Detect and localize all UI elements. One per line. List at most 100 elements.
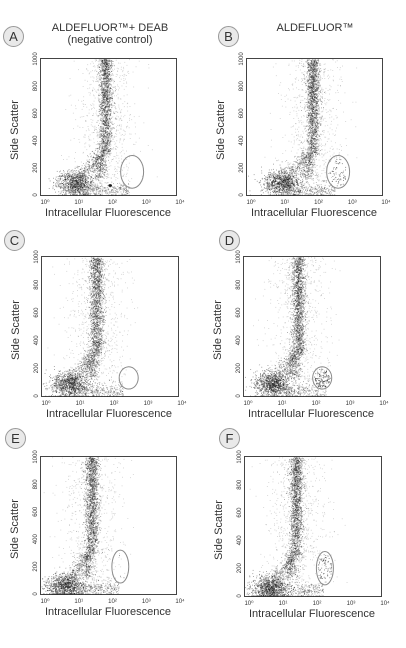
y-tick-label: 400 <box>34 335 40 346</box>
y-tick-label: 1000 <box>33 52 39 66</box>
plot-frame-b: 10⁰ 10¹ 10² 10³ 10⁴ 0 200 400 600 800 1000 <box>239 52 391 206</box>
y-tick-label: 400 <box>33 135 39 146</box>
y-axis-title: Side Scatter <box>9 100 21 160</box>
y-tick-label: 0 <box>237 594 243 598</box>
panel-letter-e: E <box>5 428 26 449</box>
gate-ellipse <box>315 551 334 586</box>
x-tick-label: 10⁰ <box>40 598 50 605</box>
x-tick-label: 10¹ <box>278 401 287 407</box>
x-axis-title: Intracellular Fluorescence <box>45 207 171 219</box>
scatter-plot-e: 10⁰ 10¹ 10² 10³ 10⁴ 0 200 400 600 800 1000 <box>33 450 185 605</box>
y-tick-label: 600 <box>33 506 39 517</box>
x-tick-label: 10² <box>110 401 119 407</box>
x-tick-label: 10⁰ <box>243 400 253 407</box>
y-tick-label: 600 <box>34 307 40 318</box>
y-tick-label: 600 <box>236 307 242 318</box>
gate-ellipse <box>326 155 351 189</box>
y-tick-label: 400 <box>237 535 243 546</box>
y-tick-label: 1000 <box>236 250 242 264</box>
x-tick-label: 10² <box>313 601 322 607</box>
x-tick-label: 10³ <box>347 601 356 607</box>
x-tick-label: 10¹ <box>280 200 289 206</box>
y-tick-label: 400 <box>239 135 245 146</box>
x-tick-label: 10⁴ <box>175 199 185 206</box>
col-title-right-main: ALDEFLUOR™ <box>276 22 353 34</box>
x-tick-label: 10² <box>314 200 323 206</box>
x-tick-label: 10⁰ <box>41 400 51 407</box>
scatter-plot-c: 10⁰ 10¹ 10² 10³ 10⁴ 0 200 400 600 800 1000 <box>34 250 187 407</box>
y-tick-label: 600 <box>237 507 243 518</box>
y-tick-label: 200 <box>33 162 39 173</box>
x-tick-label: 10⁰ <box>246 199 256 206</box>
plot-frame-e: 10⁰ 10¹ 10² 10³ 10⁴ 0 200 400 600 800 1000 <box>33 450 185 605</box>
y-tick-label: 1000 <box>237 450 243 464</box>
x-tick-label: 10⁴ <box>379 400 389 407</box>
gate-ellipse <box>111 549 130 584</box>
plot-frame-c: 10⁰ 10¹ 10² 10³ 10⁴ 0 200 400 600 800 1000 <box>34 250 187 407</box>
y-tick-label: 800 <box>237 479 243 490</box>
panel-letter-c: C <box>4 230 25 251</box>
y-axis-title: Side Scatter <box>215 100 227 160</box>
col-title-left: ALDEFLUOR™+ DEAB (negative control) <box>40 22 180 46</box>
col-title-left-sub: (negative control) <box>40 34 180 46</box>
event-dots <box>42 257 139 397</box>
stray-event-marker <box>108 184 112 187</box>
x-tick-label: 10² <box>312 401 321 407</box>
y-axis-title: Side Scatter <box>213 500 225 560</box>
y-tick-label: 800 <box>33 81 39 92</box>
y-axis-title: Side Scatter <box>212 300 224 360</box>
x-tick-label: 10³ <box>346 401 355 407</box>
y-tick-label: 1000 <box>239 52 245 66</box>
x-tick-label: 10⁴ <box>381 199 391 206</box>
gate-ellipse <box>312 366 333 390</box>
y-tick-label: 400 <box>33 534 39 545</box>
y-tick-label: 600 <box>33 108 39 119</box>
event-dots <box>245 457 348 597</box>
x-tick-label: 10⁴ <box>380 600 390 607</box>
col-title-right: ALDEFLUOR™ <box>245 22 385 34</box>
panel-letter-b: B <box>218 26 239 47</box>
y-tick-label: 0 <box>239 193 245 197</box>
plot-frame-f: 10⁰ 10¹ 10² 10³ 10⁴ 0 200 400 600 800 1000 <box>237 450 390 607</box>
x-tick-label: 10¹ <box>74 599 83 605</box>
x-tick-label: 10⁴ <box>177 400 187 407</box>
x-tick-label: 10¹ <box>76 401 85 407</box>
y-tick-label: 0 <box>236 394 242 398</box>
y-tick-label: 200 <box>237 563 243 574</box>
event-dots <box>248 59 358 196</box>
panel-letter-f: F <box>219 428 240 449</box>
x-tick-label: 10¹ <box>74 200 83 206</box>
x-axis-title: Intracellular Fluorescence <box>248 408 374 420</box>
x-tick-label: 10³ <box>144 401 153 407</box>
y-tick-label: 800 <box>236 279 242 290</box>
scatter-plot-a: 10⁰ 10¹ 10² 10³ 10⁴ 0 200 400 600 800 1000 <box>33 52 185 206</box>
col-title-left-main: ALDEFLUOR™+ DEAB <box>52 22 168 34</box>
y-axis-title: Side Scatter <box>10 300 22 360</box>
gate-ellipse <box>118 366 139 390</box>
x-tick-label: 10³ <box>142 200 151 206</box>
scatter-plot-b: 10⁰ 10¹ 10² 10³ 10⁴ 0 200 400 600 800 1000 <box>239 52 391 206</box>
plot-frame-d: 10⁰ 10¹ 10² 10³ 10⁴ 0 200 400 600 800 1000 <box>236 250 389 407</box>
y-axis-title: Side Scatter <box>9 499 21 559</box>
y-tick-label: 200 <box>33 561 39 572</box>
x-tick-label: 10² <box>108 599 117 605</box>
x-tick-label: 10³ <box>348 200 357 206</box>
x-axis-title: Intracellular Fluorescence <box>249 608 375 620</box>
y-tick-label: 200 <box>236 363 242 374</box>
y-tick-label: 800 <box>33 479 39 490</box>
y-tick-label: 400 <box>236 335 242 346</box>
y-tick-label: 1000 <box>34 250 40 264</box>
x-tick-label: 10⁰ <box>40 199 50 206</box>
y-tick-label: 1000 <box>33 450 39 464</box>
panel-letter-a: A <box>3 26 24 47</box>
x-tick-label: 10² <box>108 200 117 206</box>
x-tick-label: 10¹ <box>279 601 288 607</box>
y-tick-label: 800 <box>34 279 40 290</box>
panel-letter-d: D <box>219 230 240 251</box>
event-dots <box>245 257 341 397</box>
y-tick-label: 200 <box>239 162 245 173</box>
scatter-plot-f: 10⁰ 10¹ 10² 10³ 10⁴ 0 200 400 600 800 1000 <box>237 450 390 607</box>
y-tick-label: 0 <box>33 592 39 596</box>
event-dots <box>48 59 158 196</box>
y-tick-label: 600 <box>239 108 245 119</box>
